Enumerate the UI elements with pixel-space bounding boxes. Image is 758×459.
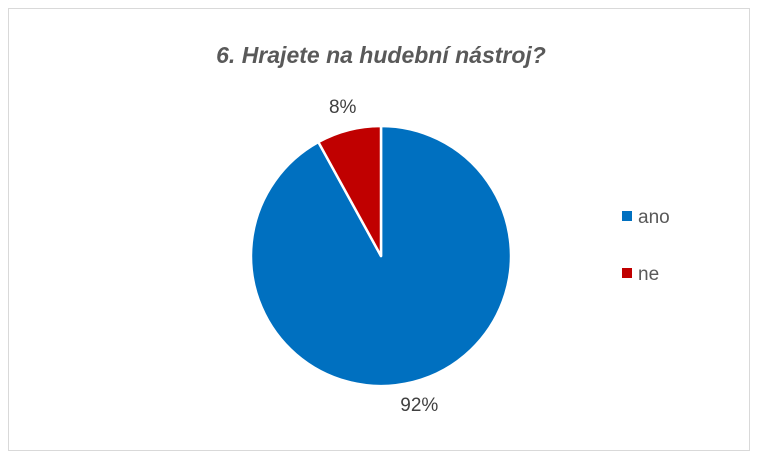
chart-title: 6. Hrajete na hudební nástroj?	[216, 42, 546, 68]
legend-swatch-ne	[622, 268, 632, 278]
chart-legend: ano ne	[622, 207, 670, 285]
data-label-ano: 92%	[400, 395, 438, 416]
data-label-ne: 8%	[329, 97, 357, 118]
data-labels: 92% 8%	[329, 97, 438, 416]
pie-slices	[249, 124, 513, 388]
legend-swatch-ano	[622, 211, 632, 221]
pie-slice-ne	[317, 124, 383, 258]
legend-label-ne: ne	[638, 264, 659, 285]
legend-label-ano: ano	[638, 207, 670, 228]
pie-slice-ano	[249, 124, 513, 388]
